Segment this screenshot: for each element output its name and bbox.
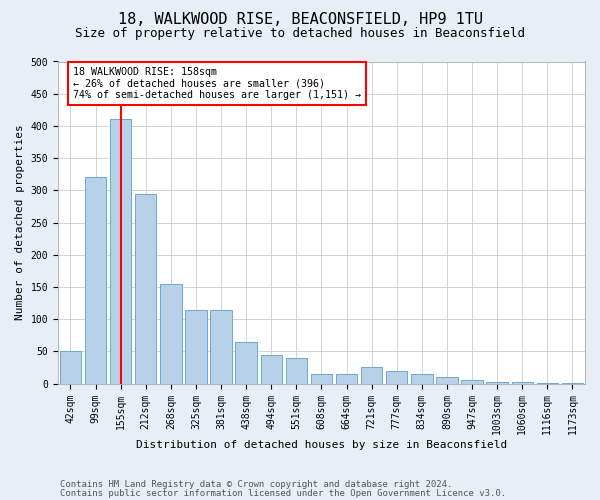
Bar — [211, 310, 232, 384]
Bar — [562, 383, 583, 384]
Bar — [361, 368, 382, 384]
X-axis label: Distribution of detached houses by size in Beaconsfield: Distribution of detached houses by size … — [136, 440, 507, 450]
Bar — [461, 380, 483, 384]
Bar — [536, 383, 558, 384]
Text: 18 WALKWOOD RISE: 158sqm
← 26% of detached houses are smaller (396)
74% of semi-: 18 WALKWOOD RISE: 158sqm ← 26% of detach… — [73, 66, 361, 100]
Bar — [110, 120, 131, 384]
Bar — [85, 178, 106, 384]
Text: 18, WALKWOOD RISE, BEACONSFIELD, HP9 1TU: 18, WALKWOOD RISE, BEACONSFIELD, HP9 1TU — [118, 12, 482, 28]
Bar — [286, 358, 307, 384]
Bar — [60, 352, 81, 384]
Y-axis label: Number of detached properties: Number of detached properties — [15, 124, 25, 320]
Text: Size of property relative to detached houses in Beaconsfield: Size of property relative to detached ho… — [75, 28, 525, 40]
Bar — [336, 374, 357, 384]
Bar — [135, 194, 157, 384]
Bar — [235, 342, 257, 384]
Bar — [386, 370, 407, 384]
Bar — [185, 310, 206, 384]
Bar — [160, 284, 182, 384]
Text: Contains HM Land Registry data © Crown copyright and database right 2024.: Contains HM Land Registry data © Crown c… — [60, 480, 452, 489]
Bar — [311, 374, 332, 384]
Bar — [411, 374, 433, 384]
Bar — [512, 382, 533, 384]
Text: Contains public sector information licensed under the Open Government Licence v3: Contains public sector information licen… — [60, 490, 506, 498]
Bar — [436, 377, 458, 384]
Bar — [260, 354, 282, 384]
Bar — [487, 382, 508, 384]
